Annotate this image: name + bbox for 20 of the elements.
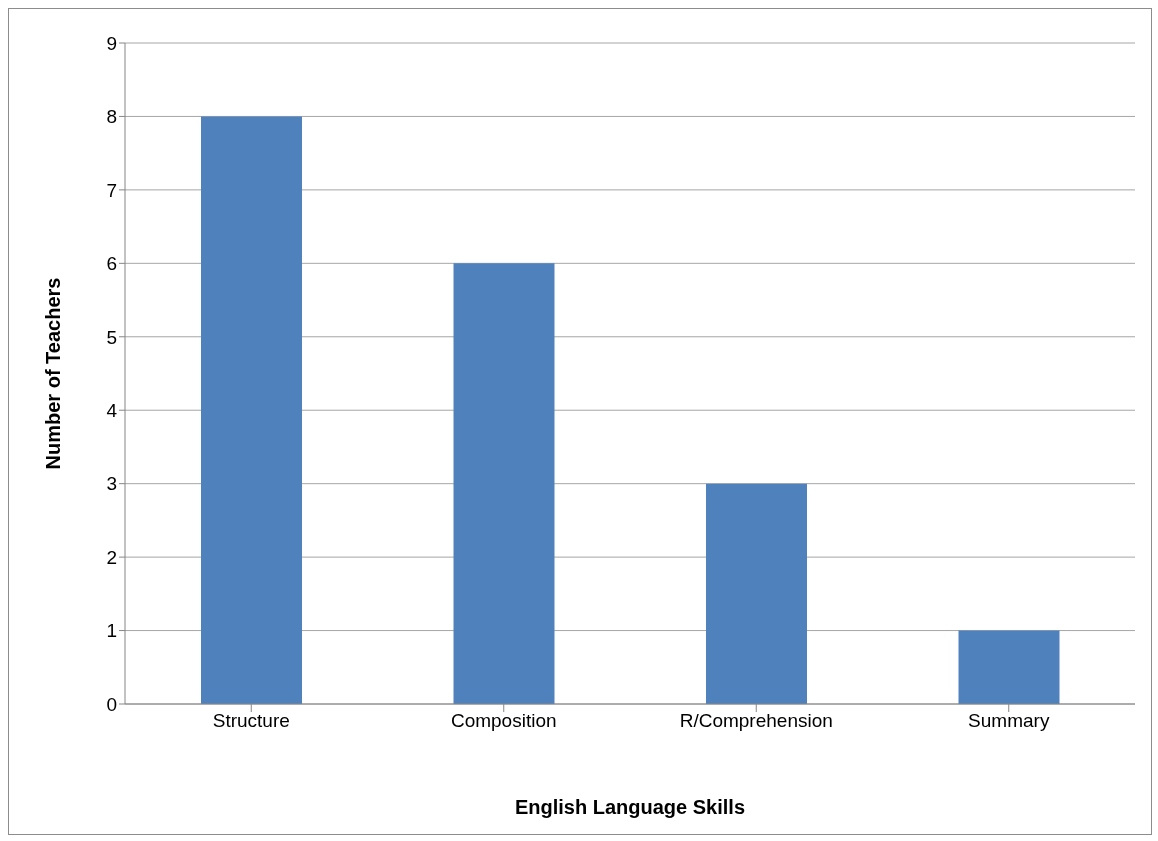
- bar: [706, 483, 807, 704]
- y-tick-label: 6: [106, 253, 117, 275]
- y-tick-label: 2: [106, 546, 117, 568]
- x-tick-label: Summary: [968, 710, 1050, 732]
- y-tick-label: 3: [106, 473, 117, 495]
- x-axis-title: English Language Skills: [514, 796, 746, 818]
- bar: [201, 116, 302, 704]
- y-tick-label: 4: [106, 399, 118, 421]
- y-tick-label: 5: [106, 326, 117, 348]
- y-tick-label: 9: [106, 32, 117, 54]
- y-tick-label: 8: [106, 106, 117, 128]
- y-tick-label: 7: [106, 179, 117, 201]
- x-tick-label: Structure: [212, 710, 290, 732]
- x-tick-label: R/Comprehension: [679, 710, 833, 732]
- y-tick-label: 0: [106, 693, 117, 715]
- y-axis-title: Number of Teachers: [42, 277, 65, 470]
- bar: [958, 630, 1060, 704]
- x-tick-label: Composition: [450, 710, 557, 732]
- bar: [453, 263, 555, 704]
- y-tick-label: 1: [106, 620, 117, 642]
